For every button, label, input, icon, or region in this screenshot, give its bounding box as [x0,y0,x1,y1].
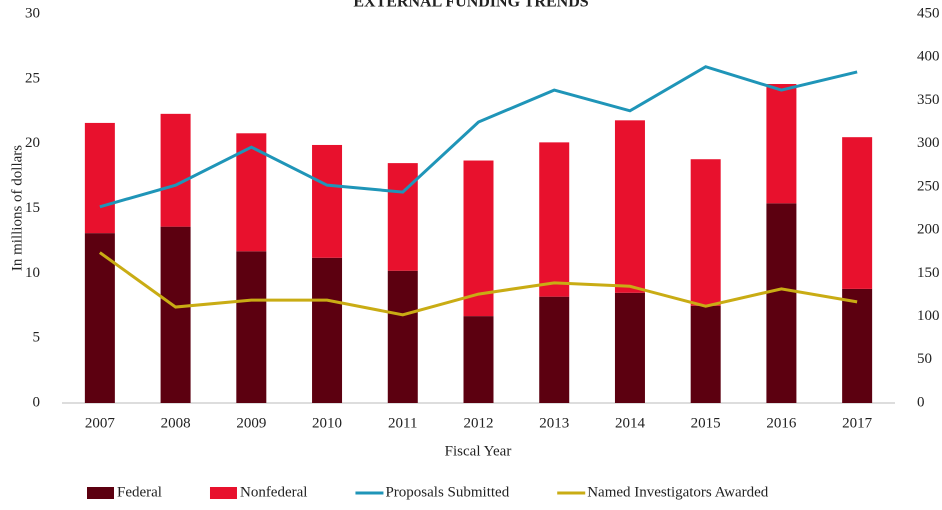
y-tick-label: 25 [25,70,40,86]
y2-tick-label: 350 [917,92,940,108]
bar [614,120,645,293]
y-tick-label: 10 [25,265,40,281]
y-tick-label: 0 [33,394,41,410]
bar [160,226,191,403]
bar [539,142,570,297]
y2-tick-label: 300 [917,135,940,151]
bar [690,159,721,306]
y2-tick-label: 400 [917,49,940,65]
bar [463,160,494,317]
chart-title: EXTERNAL FUNDING TRENDS [353,0,588,11]
y2-tick-label: 50 [917,351,932,367]
bar [614,292,645,403]
bar [387,270,418,403]
x-tick-label: 2007 [85,415,116,431]
x-tick-label: 2008 [161,415,191,431]
x-axis-label: Fiscal Year [445,443,512,459]
y2-tick-label: 0 [917,394,925,410]
line [98,251,858,317]
x-tick-label: 2009 [236,415,266,431]
line [99,65,858,209]
bar [842,137,873,289]
y-tick-label: 5 [33,330,41,346]
y-tick-label: 20 [25,135,40,151]
x-tick-label: 2016 [766,415,797,431]
bar [160,113,191,227]
bar [463,316,494,403]
legend-label: Nonfederal [240,484,307,500]
bar [539,296,570,403]
y2-tick-label: 450 [917,5,940,21]
legend-label: Proposals Submitted [385,484,509,500]
x-tick-label: 2014 [615,415,646,431]
x-tick-label: 2011 [388,415,417,431]
bar [766,203,797,403]
y-tick-label: 30 [25,5,40,21]
x-tick-label: 2015 [691,415,721,431]
x-tick-label: 2017 [842,415,873,431]
y2-tick-label: 100 [917,308,940,324]
bar [842,288,873,403]
y-tick-label: 15 [25,200,40,216]
y2-tick-label: 250 [917,178,940,194]
bar [690,305,721,403]
x-tick-label: 2010 [312,415,342,431]
legend-swatch [209,487,237,499]
x-tick-label: 2013 [539,415,569,431]
bar [387,163,418,271]
bar [312,257,343,403]
bar [312,144,343,258]
bar [236,251,267,403]
y-axis-label: In millions of dollars [9,145,25,271]
legend-label: Federal [117,484,162,500]
y2-tick-label: 150 [917,265,940,281]
x-tick-label: 2012 [464,415,494,431]
legend-label: Named Investigators Awarded [587,484,769,500]
y2-tick-label: 200 [917,222,940,238]
legend-swatch [87,487,114,499]
bar [84,122,115,234]
bar [766,84,797,204]
